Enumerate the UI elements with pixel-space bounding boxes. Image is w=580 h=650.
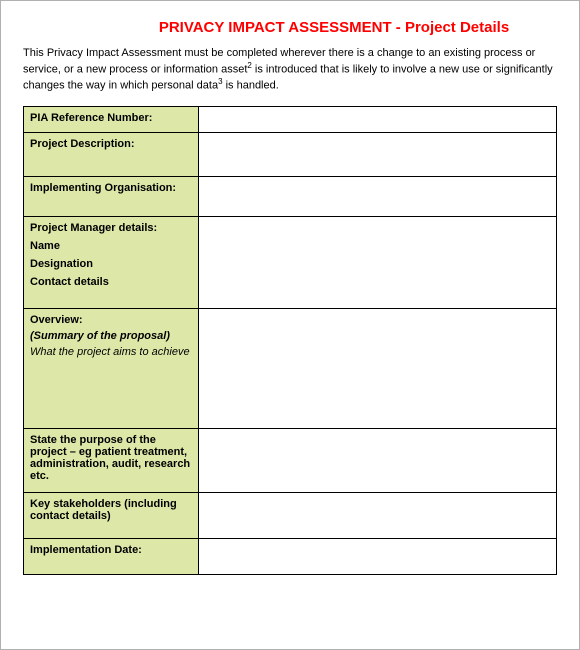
table-row: Implementing Organisation: bbox=[24, 176, 557, 216]
page-title: PRIVACY IMPACT ASSESSMENT - Project Deta… bbox=[111, 19, 557, 36]
table-row: Overview: (Summary of the proposal) What… bbox=[24, 308, 557, 428]
intro-text-3: is handled. bbox=[223, 80, 279, 92]
label-implementing-org: Implementing Organisation: bbox=[24, 176, 199, 216]
label-pm-designation: Designation bbox=[30, 258, 192, 270]
value-overview[interactable] bbox=[199, 308, 557, 428]
label-pm-contact: Contact details bbox=[30, 276, 192, 288]
label-overview-aims: What the project aims to achieve bbox=[30, 346, 192, 358]
value-implementation-date[interactable] bbox=[199, 538, 557, 574]
label-project-description: Project Description: bbox=[24, 132, 199, 176]
label-pm-name: Name bbox=[30, 240, 192, 252]
label-implementation-date: Implementation Date: bbox=[24, 538, 199, 574]
label-purpose: State the purpose of the project – eg pa… bbox=[24, 428, 199, 492]
table-row: PIA Reference Number: bbox=[24, 106, 557, 132]
label-pm-details: Project Manager details: Name Designatio… bbox=[24, 216, 199, 308]
value-project-description[interactable] bbox=[199, 132, 557, 176]
table-row: Project Manager details: Name Designatio… bbox=[24, 216, 557, 308]
value-purpose[interactable] bbox=[199, 428, 557, 492]
label-overview-main: Overview: bbox=[30, 314, 83, 326]
value-stakeholders[interactable] bbox=[199, 492, 557, 538]
value-implementing-org[interactable] bbox=[199, 176, 557, 216]
label-overview-summary: (Summary of the proposal) bbox=[30, 330, 192, 342]
page-container: PRIVACY IMPACT ASSESSMENT - Project Deta… bbox=[0, 0, 580, 650]
label-overview: Overview: (Summary of the proposal) What… bbox=[24, 308, 199, 428]
value-pia-reference[interactable] bbox=[199, 106, 557, 132]
value-pm-details[interactable] bbox=[199, 216, 557, 308]
label-pia-reference: PIA Reference Number: bbox=[24, 106, 199, 132]
form-table: PIA Reference Number: Project Descriptio… bbox=[23, 106, 557, 575]
table-row: Project Description: bbox=[24, 132, 557, 176]
label-stakeholders: Key stakeholders (including contact deta… bbox=[24, 492, 199, 538]
intro-paragraph: This Privacy Impact Assessment must be c… bbox=[23, 46, 557, 94]
label-pm-details-main: Project Manager details: bbox=[30, 222, 157, 234]
table-row: Key stakeholders (including contact deta… bbox=[24, 492, 557, 538]
table-row: Implementation Date: bbox=[24, 538, 557, 574]
table-row: State the purpose of the project – eg pa… bbox=[24, 428, 557, 492]
